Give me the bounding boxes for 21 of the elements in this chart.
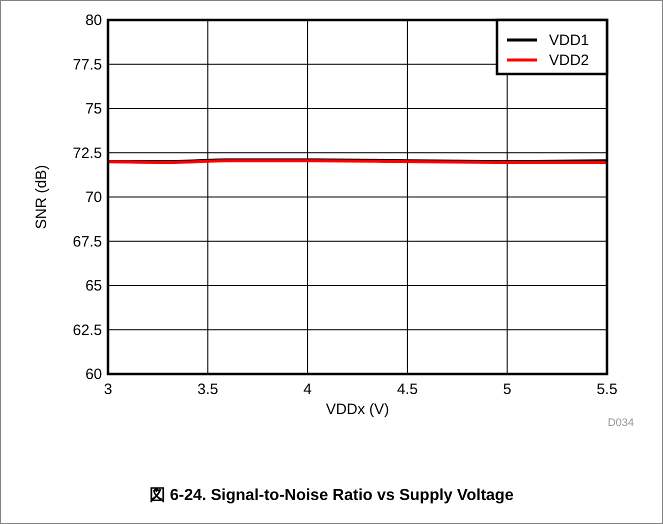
x-tick-label: 4 [303,381,312,398]
text: 図 6-24. Signal-to-Noise Ratio vs Supply Voltage [149,487,514,504]
x-tick-label: 3.5 [197,381,218,398]
y-tick-label: 72.5 [72,144,102,162]
x-tick-label: 4.5 [396,381,418,398]
x-tick-label: 5.5 [596,381,618,398]
y-tick-label: 80 [85,12,102,29]
x-tick-label: 5 [503,381,512,398]
x-axis-title: VDDx (V) [326,401,390,418]
y-axis-title: SNR (dB) [33,164,50,230]
y-tick-label: 62.5 [72,322,102,339]
y-tick-label: 67.5 [72,233,102,250]
legend-label: VDD1 [549,32,590,49]
legend-label: VDD2 [549,52,590,69]
y-tick-label: 75 [85,100,102,118]
y-tick-label: 60 [85,366,102,383]
x-tick-label: 3 [104,381,112,398]
y-tick-label: 77.5 [72,56,102,74]
y-tick-label: 65 [85,278,102,294]
y-tick-label: 70 [85,189,102,206]
text: D034 [608,417,634,429]
